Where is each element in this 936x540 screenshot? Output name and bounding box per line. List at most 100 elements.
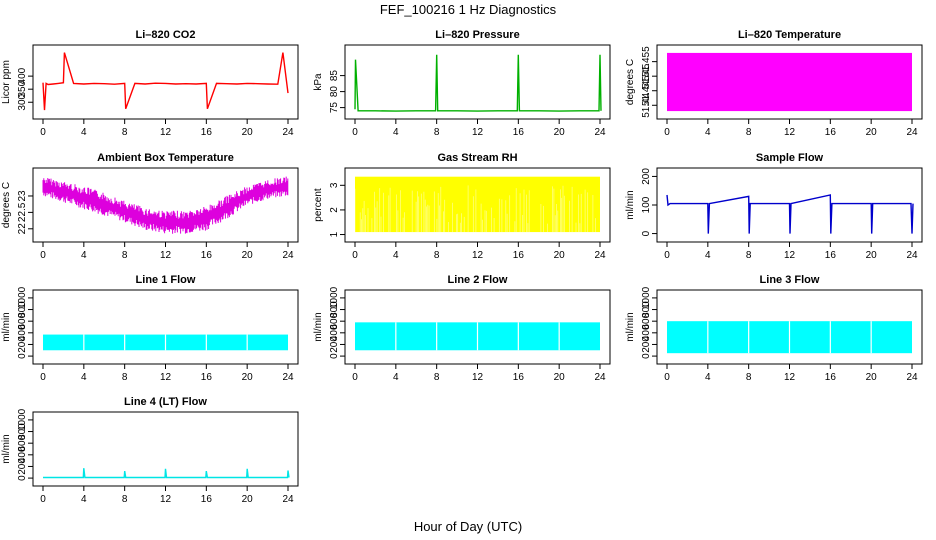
x-tick-label: 4 [393, 127, 399, 138]
y-axis-label: ml/min [625, 312, 636, 341]
x-tick-label: 12 [160, 494, 172, 505]
x-tick-label: 16 [825, 127, 837, 138]
x-tick-label: 8 [434, 372, 440, 383]
y-axis-label: ml/min [313, 312, 324, 341]
x-tick-label: 0 [352, 372, 358, 383]
panel-title: Li–820 Pressure [435, 29, 519, 41]
y-tick-label: 1000 [641, 286, 652, 309]
x-tick-label: 20 [242, 494, 254, 505]
y-tick-label: 400 [17, 324, 28, 341]
x-tick-label: 24 [594, 250, 606, 261]
y-tick-label: 200 [17, 458, 28, 475]
series-line [42, 52, 289, 111]
y-tick-label: 800 [17, 301, 28, 318]
y-tick-label: 100 [641, 196, 652, 213]
y-tick-label: 0 [641, 230, 652, 236]
series-envelope [42, 176, 289, 234]
x-tick-label: 0 [664, 372, 670, 383]
x-tick-label: 20 [866, 250, 878, 261]
x-tick-label: 4 [705, 372, 711, 383]
y-tick-label: 22 [17, 223, 28, 235]
y-tick-label: 600 [641, 312, 652, 329]
x-tick-label: 4 [81, 372, 87, 383]
y-tick-label: 800 [17, 423, 28, 440]
y-tick-label: 350 [17, 80, 28, 97]
x-tick-label: 12 [472, 250, 484, 261]
x-tick-label: 16 [201, 494, 213, 505]
panel-data [354, 54, 602, 112]
series-band [355, 176, 600, 233]
panel-title: Line 3 Flow [760, 274, 820, 286]
y-tick-label: 600 [17, 434, 28, 451]
x-tick-label: 24 [906, 250, 918, 261]
y-tick-label: 85 [329, 70, 340, 82]
y-axis-label: ml/min [1, 434, 12, 463]
x-tick-label: 12 [472, 372, 484, 383]
x-tick-label: 20 [554, 127, 566, 138]
x-tick-label: 24 [594, 127, 606, 138]
x-tick-label: 4 [705, 127, 711, 138]
x-tick-label: 16 [201, 127, 213, 138]
series-line [354, 54, 602, 112]
y-tick-label: 400 [641, 324, 652, 341]
y-axis-label: kPa [313, 73, 324, 91]
y-tick-label: 800 [641, 301, 652, 318]
y-axis-label: degrees C [625, 59, 636, 105]
x-tick-label: 8 [434, 127, 440, 138]
panel-data [42, 176, 289, 234]
x-tick-label: 16 [825, 250, 837, 261]
chart-panel-2: Li–820 Pressure 0 4 8 12 16 20 24 75 80 85 kPa [313, 29, 611, 138]
y-tick-label: 1000 [17, 286, 28, 309]
panel-title: Line 1 Flow [136, 274, 196, 286]
series-line [43, 468, 290, 479]
panel-title: Line 4 (LT) Flow [124, 396, 207, 408]
panel-data [355, 322, 600, 351]
chart-panel-4: Ambient Box Temperature 0 4 8 12 16 20 24 2222.5… [1, 152, 299, 261]
y-tick-label: 75 [329, 102, 340, 114]
y-tick-label: 200 [17, 336, 28, 353]
x-tick-label: 0 [352, 250, 358, 261]
series-texture [354, 185, 596, 233]
y-tick-label: 80 [329, 86, 340, 98]
panel-data [354, 176, 600, 233]
y-tick-label: 0 [17, 353, 28, 359]
figure-title: FEF_100216 1 Hz Diagnostics [380, 2, 557, 17]
y-tick-label: 51.445 [641, 75, 652, 106]
x-tick-label: 12 [784, 127, 796, 138]
x-tick-label: 0 [40, 250, 46, 261]
x-tick-label: 4 [81, 250, 87, 261]
x-tick-label: 12 [160, 372, 172, 383]
panel-data [43, 468, 290, 479]
y-axis-label: Licor ppm [1, 60, 12, 104]
x-tick-label: 16 [825, 372, 837, 383]
x-tick-label: 0 [352, 127, 358, 138]
x-tick-label: 24 [282, 372, 294, 383]
x-tick-label: 0 [40, 494, 46, 505]
x-tick-label: 4 [393, 250, 399, 261]
y-tick-label: 600 [329, 312, 340, 329]
x-tick-label: 0 [40, 127, 46, 138]
x-tick-label: 16 [513, 127, 525, 138]
y-tick-label: 22.5 [17, 202, 28, 222]
x-tick-label: 20 [242, 127, 254, 138]
y-tick-label: 600 [17, 312, 28, 329]
figure-x-axis-label: Hour of Day (UTC) [414, 519, 522, 534]
x-tick-label: 12 [160, 127, 172, 138]
y-tick-label: 1000 [17, 408, 28, 431]
x-tick-label: 8 [122, 372, 128, 383]
y-axis-label: ml/min [1, 312, 12, 341]
panel-title: Gas Stream RH [437, 152, 517, 164]
y-tick-label: 0 [641, 353, 652, 359]
x-tick-label: 12 [472, 127, 484, 138]
panel-title: Ambient Box Temperature [97, 152, 234, 164]
chart-panel-6: Sample Flow 0 4 8 12 16 20 24 0 100 200 ml/min [625, 152, 923, 261]
y-tick-label: 51.455 [641, 46, 652, 77]
panel-data [43, 334, 288, 351]
y-tick-label: 0 [17, 475, 28, 481]
panel-title: Sample Flow [756, 152, 824, 164]
x-tick-label: 24 [282, 127, 294, 138]
